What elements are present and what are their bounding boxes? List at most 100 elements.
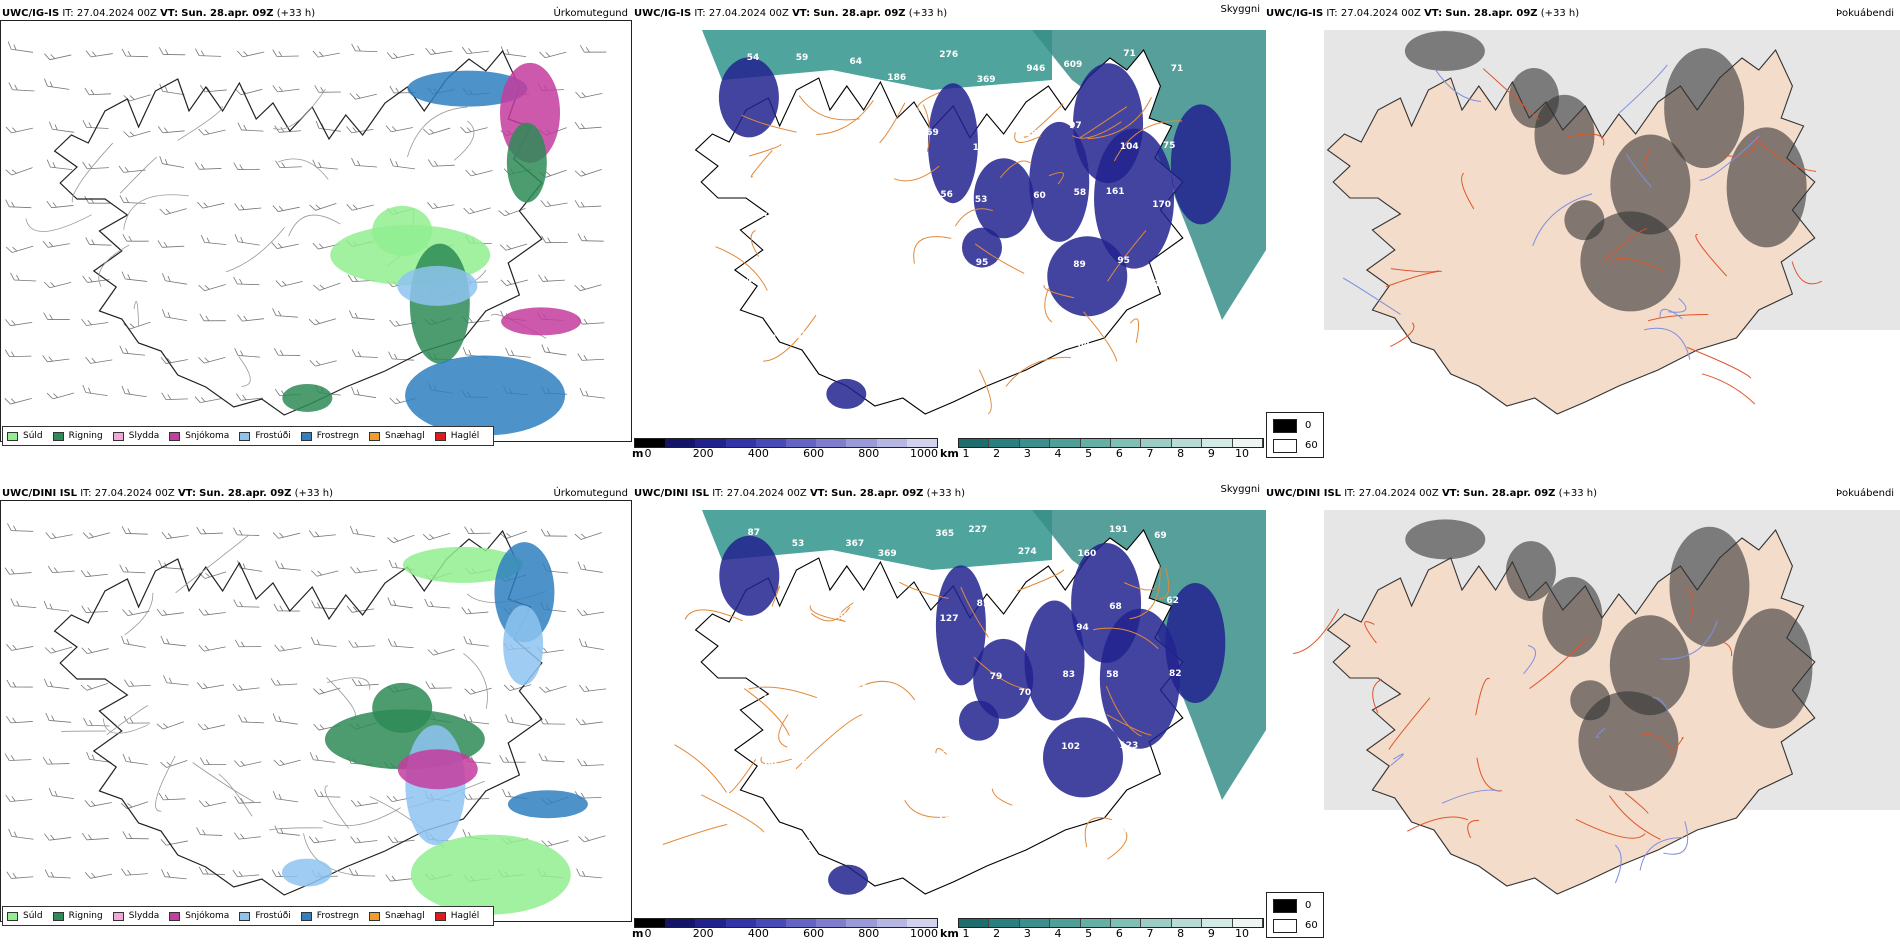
wind-barb [577,353,605,361]
fog-area [1404,30,1485,71]
wind-barb [499,530,528,539]
visibility-value-label: 53 [974,195,988,206]
visibility-value-label: 66 [807,617,820,628]
precip-legend-item: Frostúði [239,431,291,441]
wind-barb [234,347,260,358]
visibility-tick: 3 [1023,927,1031,940]
visibility-tick: 6 [1115,447,1123,460]
cloud-base-unit: m [632,447,644,460]
wind-barb [199,85,227,93]
precip-legend-item: Frostúði [239,911,291,921]
visibility-value-label: 89 [884,139,898,150]
wind-barb [158,792,186,801]
visibility-value-label: 76 [845,196,858,207]
visibility-value-label: 94 [1076,622,1089,633]
wind-barb [46,159,73,171]
cloud-base-tick: 600 [803,447,825,460]
fog-area [1405,519,1486,560]
wind-barb [464,687,492,695]
wind-barb [43,600,70,612]
fog-panel-type-label: Þokuábendi [1836,8,1895,19]
wind-barb [505,714,531,726]
wind-barb [351,349,378,358]
wind-barb [157,240,185,248]
wind-barb [81,605,108,613]
wind-barb [158,47,186,56]
wind-barb [312,159,339,170]
visibility-panel-title: UWC/DINI ISL IT: 27.04.2024 00Z VT: Sun.… [634,488,966,499]
wind-barb [499,243,528,251]
wind-barb [538,716,566,725]
wind-barb [5,794,33,802]
legend-swatch [434,431,446,441]
visibility-value-label: 127 [939,613,959,624]
visibility-tick: 6 [1115,927,1123,940]
precip-legend: Súld Rigning Slydda Snjókoma Frostúði Frostre… [2,906,495,926]
wind-barb [123,130,151,138]
legend-swatch [369,431,381,441]
wind-barb [81,318,109,326]
wind-barb [5,167,33,176]
visibility-value-label: 73 [765,133,778,144]
wind-barb [310,636,337,647]
wind-barb [308,836,336,844]
wind-barb [425,47,453,55]
precip-area [372,682,433,733]
visibility-value-label: 95 [1117,256,1130,267]
wind-barb [236,393,263,401]
cloud-base-tick: 0 [644,447,652,460]
wind-barb [123,94,151,102]
visibility-value-label: 139 [1018,128,1038,139]
wind-barb [159,208,187,216]
visibility-value-label: 75 [1162,141,1176,152]
legend-label: Rigning [68,431,103,441]
cloud-base-tick: 1000 [910,447,938,460]
wind-barb [85,50,113,58]
visibility-value-label: 365 [935,529,955,540]
precip-legend-item: Rigning [52,911,103,921]
wind-barb [82,120,109,129]
precip-area [405,355,566,436]
wind-barb [351,43,378,53]
wind-barb [505,347,531,358]
visibility-value-label: 69 [1154,531,1167,542]
wind-barb [42,355,70,363]
low-cloud-area [973,638,1034,719]
fog-area [1508,68,1559,129]
wind-barb [273,759,301,767]
precip-legend-item: Snæhagl [369,431,425,441]
wind-barb [198,800,227,807]
low-visibility-sea [702,510,1052,570]
precip-panel-title: UWC/DINI ISL IT: 27.04.2024 00Z VT: Sun.… [2,488,334,499]
precip-legend-item: Snæhagl [369,911,425,921]
wind-barb [233,162,260,170]
precip-type-panel: UWC/IG-IS IT: 27.04.2024 00Z VT: Sun. 28… [0,0,634,470]
legend-label: Súld [23,911,43,921]
legend-swatch [300,431,312,441]
wind-barb [464,526,491,534]
low-cloud-area [958,700,999,741]
wind-barb [385,874,413,882]
visibility-tick: 1 [962,927,970,940]
visibility-value-label: 95 [975,257,989,268]
visibility-value-label: 77 [941,745,955,756]
wind-barb [200,234,227,246]
fog-legend-max: 0 [1305,900,1312,911]
wind-barb [7,41,34,53]
wind-barb [196,827,223,836]
wind-barb [463,636,489,647]
wind-barb [42,756,70,765]
precip-area [501,307,582,336]
visibility-value-label: 49 [745,276,759,286]
wind-barb [314,85,341,93]
visibility-value-label: 122 [762,829,782,840]
fog-map [1293,510,1900,895]
wind-barb [577,317,605,325]
visibility-value-label: 89 [1073,259,1086,270]
wind-barb [4,567,32,575]
wind-barb [119,564,146,574]
visibility-value-label: 149 [841,335,861,346]
wind-barb [197,723,226,731]
cloud-base-tick: 800 [858,927,880,940]
wind-barb [47,565,75,574]
